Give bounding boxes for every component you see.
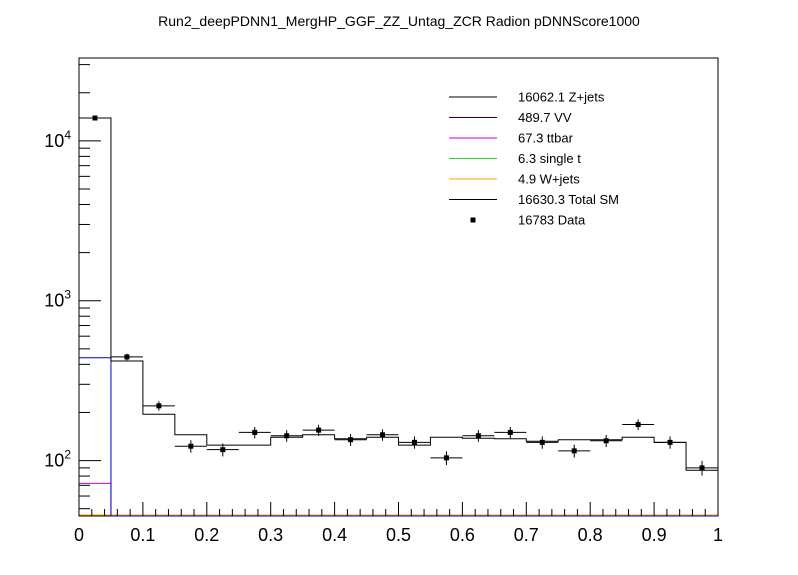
data-point-marker	[92, 115, 98, 121]
legend-entry: 67.3 ttbar	[449, 131, 574, 146]
data-points-layer	[79, 115, 718, 476]
data-point	[110, 353, 143, 361]
y-tick-label: 103	[44, 288, 71, 311]
data-point	[590, 434, 623, 448]
x-tick-label: 0.7	[514, 525, 539, 545]
data-point	[238, 426, 271, 439]
data-point	[622, 419, 655, 431]
data-point-marker	[475, 433, 481, 439]
x-tick-label: 0.5	[386, 525, 411, 545]
axis-layer: 0 0.1 0.2 0.3 0.4 0.5 0.6 0.7 0.8 0.9 1 102 103 104	[44, 64, 723, 545]
data-point-marker	[667, 439, 673, 445]
x-tick-label: 1	[713, 525, 723, 545]
data-point-marker	[252, 429, 258, 435]
x-tick-label: 0.6	[450, 525, 475, 545]
legend-label: 16783 Data	[518, 213, 586, 228]
data-point	[430, 451, 463, 466]
data-point	[334, 434, 367, 446]
data-point	[462, 430, 495, 442]
data-point	[366, 429, 399, 441]
data-point-marker	[348, 437, 354, 443]
plot-frame	[78, 57, 719, 517]
data-point	[206, 443, 239, 457]
legend-label: 489.7 VV	[518, 110, 572, 125]
legend: 16062.1 Z+jets 489.7 VV 67.3 ttbar 6.3 sing…	[449, 90, 619, 228]
y-tick-label: 104	[44, 128, 71, 151]
data-point	[79, 115, 111, 121]
data-point	[142, 401, 175, 411]
data-point-marker	[507, 429, 513, 435]
legend-entry: 16630.3 Total SM	[449, 192, 619, 207]
data-point-marker	[571, 448, 577, 454]
data-point-marker	[635, 422, 641, 428]
legend-entry: 6.3 single t	[449, 151, 581, 166]
x-tick-label: 0.8	[578, 525, 603, 545]
data-point	[558, 444, 591, 458]
data-point	[398, 436, 431, 449]
data-point-marker	[539, 439, 545, 445]
x-tick-label: 0.1	[130, 525, 155, 545]
data-point-marker	[220, 447, 226, 453]
data-point-marker	[411, 439, 417, 445]
data-point-marker	[156, 403, 162, 409]
data-point-marker	[603, 438, 609, 444]
data-point-marker	[284, 433, 290, 439]
x-tick-label: 0.2	[194, 525, 219, 545]
data-point	[302, 424, 335, 436]
data-point-marker	[316, 427, 322, 433]
hist-vv	[78, 357, 718, 517]
data-point	[526, 436, 559, 449]
legend-marker	[470, 217, 476, 223]
hist-total-sm	[78, 117, 719, 516]
data-point-marker	[188, 443, 194, 449]
legend-label: 6.3 single t	[518, 151, 581, 166]
data-point	[494, 426, 527, 439]
legend-label: 16630.3 Total SM	[518, 192, 619, 207]
legend-label: 16062.1 Z+jets	[518, 90, 605, 105]
data-point	[686, 460, 718, 476]
data-point	[174, 440, 207, 453]
x-tick-label: 0.9	[642, 525, 667, 545]
x-tick-label: 0.3	[258, 525, 283, 545]
y-tick-label: 102	[44, 448, 71, 471]
data-point-marker	[124, 354, 130, 360]
legend-entry: 489.7 VV	[449, 110, 572, 125]
legend-entry: 16783 Data	[470, 213, 586, 228]
data-point-marker	[443, 455, 449, 461]
legend-entry: 16062.1 Z+jets	[449, 90, 605, 105]
data-point-marker	[699, 465, 705, 471]
data-point	[654, 436, 687, 449]
data-point	[270, 430, 303, 442]
chart-title: Run2_deepPDNN1_MergHP_GGF_ZZ_Untag_ZCR R…	[158, 13, 640, 29]
legend-entry: 4.9 W+jets	[449, 172, 580, 187]
legend-label: 4.9 W+jets	[518, 172, 580, 187]
x-tick-label: 0.4	[322, 525, 347, 545]
legend-label: 67.3 ttbar	[518, 131, 574, 146]
histogram-layer	[78, 117, 719, 517]
x-tick-label: 0	[74, 525, 84, 545]
data-point-marker	[380, 432, 386, 438]
